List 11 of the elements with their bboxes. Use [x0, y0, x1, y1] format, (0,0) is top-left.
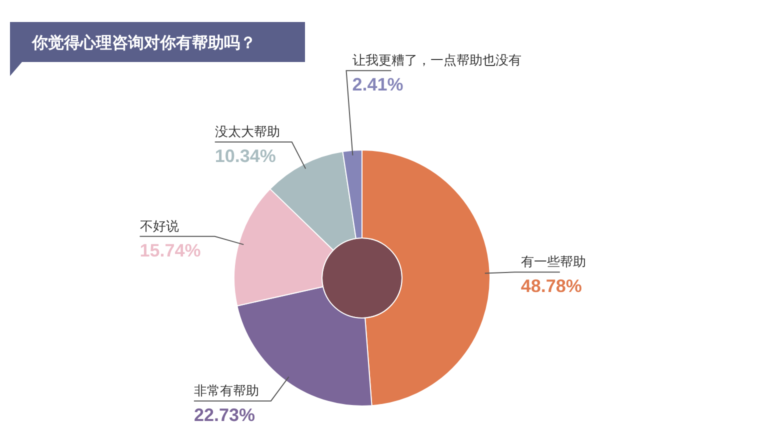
data-label: 15.74%: [140, 240, 201, 260]
slice-label: 让我更糟了，一点帮助也没有: [352, 52, 522, 68]
data-label: 10.34%: [214, 146, 276, 166]
data-label: 22.73%: [194, 404, 256, 425]
data-label: 2.41%: [352, 74, 404, 95]
slice-label: 有一些帮助: [520, 254, 586, 270]
slice-label: 不好说: [140, 218, 179, 234]
slice-label: 非常有帮助: [194, 382, 259, 398]
data-label: 48.78%: [520, 276, 582, 296]
chart-title: 你觉得心理咨询对你有帮助吗？: [31, 33, 256, 52]
slice-label: 没太大帮助: [214, 124, 280, 140]
